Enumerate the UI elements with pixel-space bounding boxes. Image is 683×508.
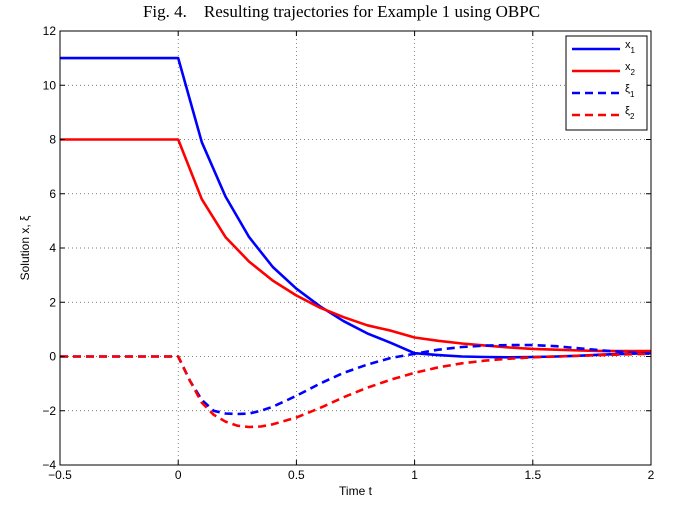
y-tick-label: 10 bbox=[43, 78, 57, 92]
y-tick-label: −2 bbox=[42, 404, 56, 418]
x-tick-label: 2 bbox=[648, 468, 655, 482]
x-tick-label: 0 bbox=[175, 468, 182, 482]
legend-entry-label: ξ2 bbox=[625, 105, 635, 121]
axis-ticks: −0.5 0 0.5 1 1.5 2 −4 −2 0 2 4 6 8 10 12 bbox=[42, 24, 654, 482]
y-tick-label: −4 bbox=[42, 458, 56, 472]
y-tick-label: 8 bbox=[49, 133, 56, 147]
grid-lines bbox=[60, 31, 651, 465]
y-tick-label: 6 bbox=[49, 187, 56, 201]
legend-entry-label: ξ1 bbox=[625, 83, 635, 99]
x-axis-label: Time t bbox=[339, 484, 373, 498]
series-line-ξ2 bbox=[60, 352, 652, 429]
y-tick-label: 4 bbox=[49, 241, 56, 255]
y-tick-label: 2 bbox=[49, 295, 56, 309]
y-tick-label: 0 bbox=[49, 350, 56, 364]
legend-entry-label: x2 bbox=[625, 61, 636, 77]
series-line-x2 bbox=[60, 138, 651, 353]
x-tick-label: 1.5 bbox=[524, 468, 541, 482]
legend: x1 x2 ξ1 ξ2 bbox=[565, 35, 648, 131]
legend-entry-label: x1 bbox=[625, 39, 636, 55]
series-line-ξ1 bbox=[60, 343, 652, 416]
figure-caption: Fig. 4. Resulting trajectories for Examp… bbox=[142, 2, 541, 21]
x-tick-label: 0.5 bbox=[288, 468, 305, 482]
x-tick-label: −0.5 bbox=[48, 468, 72, 482]
y-tick-label: 12 bbox=[43, 24, 57, 38]
y-axis-label: Solution x, ξ bbox=[18, 215, 32, 280]
series-line-x1 bbox=[60, 56, 652, 359]
x-tick-label: 1 bbox=[411, 468, 418, 482]
series-lines bbox=[60, 56, 652, 429]
